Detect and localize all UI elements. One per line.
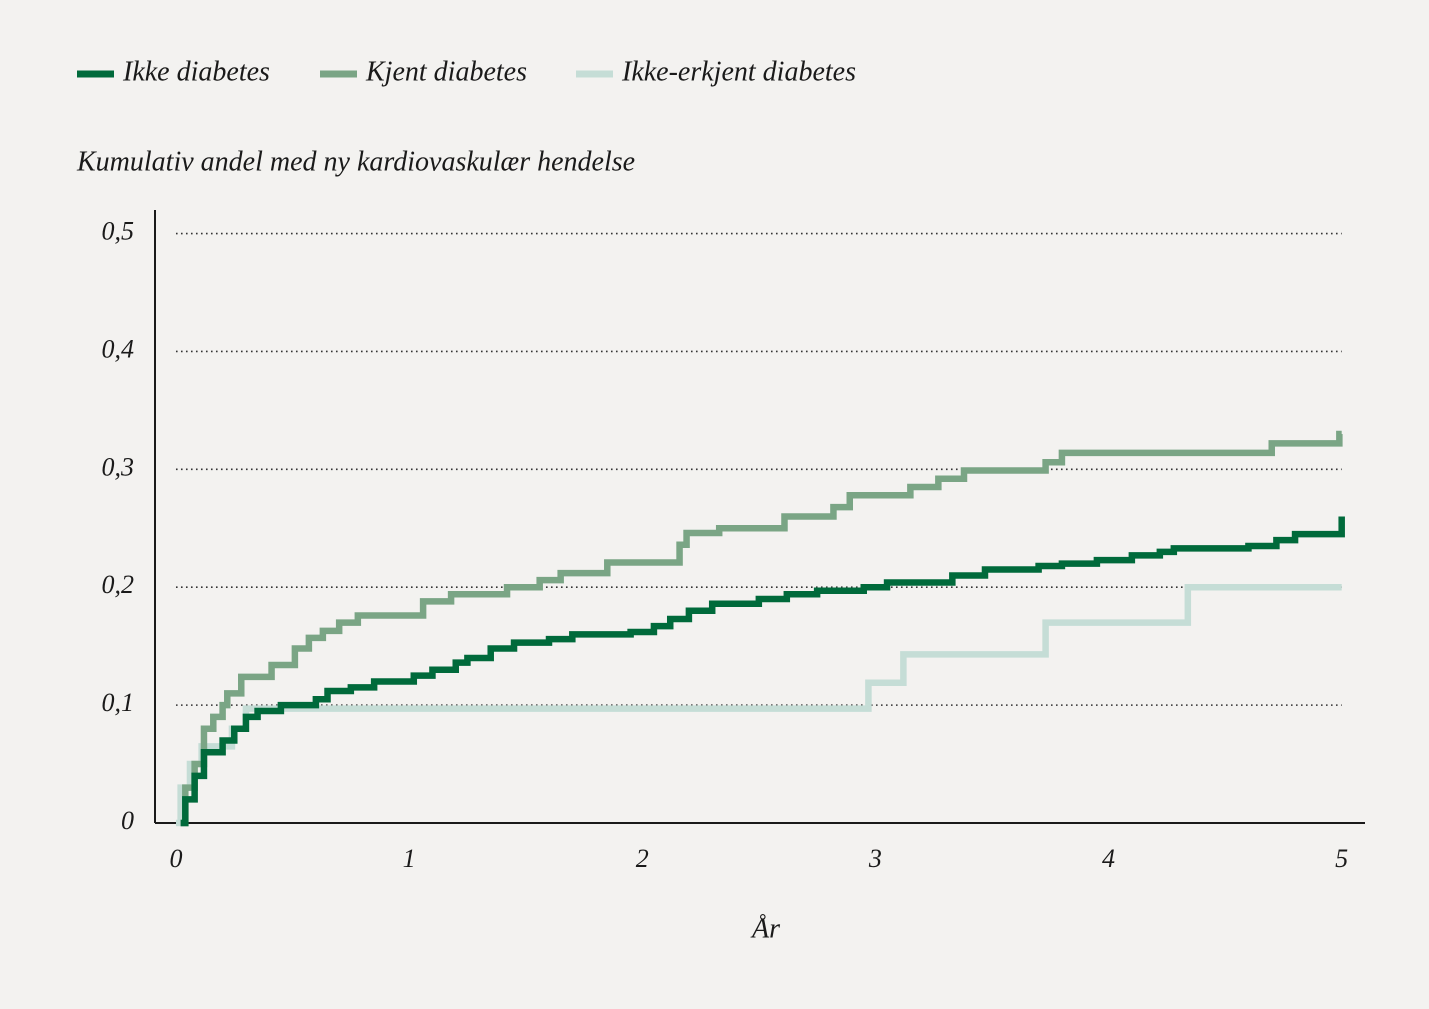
legend: Ikke diabetes Kjent diabetes Ikke-erkjent … bbox=[77, 56, 856, 87]
series-line bbox=[180, 516, 1345, 827]
x-axis-title: År bbox=[750, 913, 780, 944]
series-line bbox=[180, 430, 1343, 827]
x-tick-label: 4 bbox=[1102, 844, 1115, 873]
y-tick-label: 0,5 bbox=[102, 217, 135, 246]
y-tick-label: 0 bbox=[121, 806, 134, 835]
y-tick-label: 0,1 bbox=[102, 688, 135, 717]
y-tick-label: 0,3 bbox=[102, 452, 135, 481]
y-tick-label: 0,4 bbox=[102, 334, 135, 363]
legend-label: Ikke diabetes bbox=[122, 56, 270, 87]
legend-label: Kjent diabetes bbox=[365, 56, 527, 87]
y-tick-label: 0,2 bbox=[102, 570, 135, 599]
y-axis-title: Kumulativ andel med ny kardiovaskulær he… bbox=[76, 146, 635, 177]
x-tick-label: 3 bbox=[868, 844, 882, 873]
x-tick-label: 1 bbox=[403, 844, 416, 873]
legend-label: Ikke-erkjent diabetes bbox=[621, 56, 856, 87]
x-tick-label: 0 bbox=[169, 844, 182, 873]
x-tick-label: 5 bbox=[1335, 844, 1348, 873]
x-tick-label: 2 bbox=[636, 844, 649, 873]
